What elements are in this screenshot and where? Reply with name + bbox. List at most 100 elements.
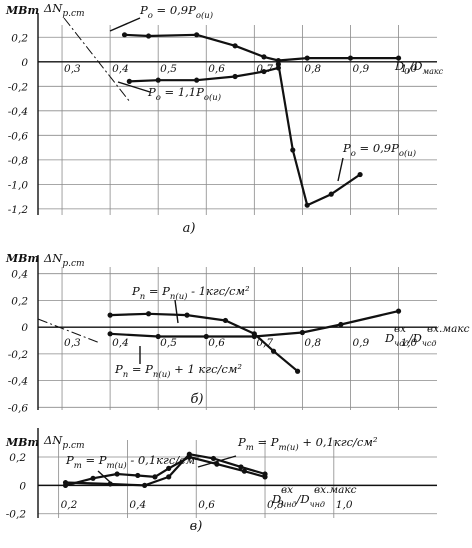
data-point bbox=[304, 202, 310, 208]
panel-caption: б) bbox=[190, 392, 203, 407]
data-point bbox=[107, 481, 113, 487]
x-axis-label: D0/Dмакс bbox=[394, 59, 444, 76]
y-tick-label: -0,2 bbox=[8, 81, 29, 93]
y-tick-label: 0 bbox=[21, 322, 28, 334]
series-line-2 bbox=[65, 453, 266, 487]
x-tick-label: 0,9 bbox=[352, 63, 369, 75]
series-annotation-1: Pп = Pп(и) - 1кгс/см² bbox=[131, 284, 250, 302]
data-point bbox=[270, 348, 277, 354]
data-point bbox=[304, 55, 310, 61]
annotation-leader-line bbox=[197, 455, 237, 468]
data-point bbox=[166, 474, 172, 480]
x-tick-label: 1,0 bbox=[336, 499, 353, 511]
data-point bbox=[194, 32, 200, 38]
data-point bbox=[152, 474, 158, 480]
annotation-leader-line bbox=[109, 17, 141, 32]
data-point bbox=[203, 333, 209, 340]
data-point bbox=[90, 475, 96, 481]
x-tick-label: 1,0 bbox=[401, 63, 418, 75]
x-tick-label: 0,9 bbox=[352, 337, 369, 349]
y-tick-label: -0,8 bbox=[8, 155, 29, 167]
chart-panel-2: 0,40,20-0,2-0,4-0,60,3 0,4 0,5 0,6 0,7 0,8 0,9… bbox=[5, 251, 470, 414]
data-point bbox=[107, 331, 113, 337]
data-point bbox=[210, 455, 217, 462]
y-tick-label: 0,2 bbox=[9, 452, 26, 464]
data-point bbox=[62, 479, 69, 486]
x-tick-label: 0,6 bbox=[198, 499, 215, 511]
annotation-leader-line bbox=[97, 470, 111, 483]
data-point bbox=[145, 311, 152, 317]
data-point bbox=[184, 312, 190, 318]
chart-panel-1: 0,2 0 -0,2 -0,4 -0,6 -0,8 -1,0 -1,2 0,3 0,4 0,5 0,6… bbox=[5, 1, 444, 236]
y-tick-label: -0,6 bbox=[8, 402, 29, 414]
data-point bbox=[299, 329, 305, 336]
x-tick-label: 0,3 bbox=[64, 63, 81, 75]
data-point bbox=[275, 57, 281, 64]
data-point bbox=[294, 368, 301, 374]
x-axis-label: Dчсд/Dчсд bbox=[384, 331, 436, 348]
data-point bbox=[241, 468, 247, 474]
x-tick-label: 0,8 bbox=[267, 499, 284, 511]
x-axis-label: Dчнд/Dчнд bbox=[271, 492, 325, 509]
x-axis-label-sup: вх bbox=[281, 484, 293, 496]
data-point bbox=[261, 54, 267, 60]
series-annotation-3: Po = 0,9Po(и) bbox=[342, 141, 416, 159]
x-axis-label-sup: вх bbox=[394, 323, 406, 335]
x-axis-label-tail-sup: вх.макс bbox=[427, 323, 470, 335]
y-tick-label: 0,2 bbox=[11, 32, 28, 44]
y-unit-label: МВт bbox=[5, 4, 39, 17]
x-tick-label: 0,8 bbox=[304, 337, 321, 349]
x-tick-label: 0,6 bbox=[208, 337, 225, 349]
panel-caption: a) bbox=[183, 221, 196, 236]
x-tick-label: 0,2 bbox=[61, 499, 78, 511]
data-point bbox=[338, 321, 344, 328]
data-point bbox=[186, 451, 192, 457]
y-tick-label: 0,2 bbox=[11, 295, 28, 307]
data-point bbox=[166, 465, 172, 471]
annotation-leader-line bbox=[337, 157, 344, 182]
data-point bbox=[275, 61, 281, 67]
data-point bbox=[142, 482, 148, 488]
y-tick-label: -0,2 bbox=[6, 509, 27, 521]
y-tick-label: -0,6 bbox=[8, 130, 29, 142]
data-point bbox=[395, 308, 402, 314]
data-point bbox=[155, 333, 161, 340]
chart-panel-3: 0,2 0 -0,2 0,2 0,4 0,6 0,8 1,0 МВт ΔNр.ст Dчнд/Dчн… bbox=[5, 428, 437, 534]
data-point bbox=[114, 471, 120, 477]
data-point bbox=[121, 32, 128, 38]
data-point bbox=[347, 55, 354, 61]
annotation-leader-line bbox=[117, 81, 151, 93]
y-tick-label: -0,2 bbox=[8, 349, 29, 361]
data-point bbox=[214, 461, 220, 467]
y-tick-label: 0 bbox=[21, 57, 28, 69]
data-point bbox=[290, 147, 296, 153]
guide-dashdot-line bbox=[63, 17, 131, 103]
series-annotation-2: Pт = Pт(и) + 0,1кгс/см² bbox=[237, 435, 378, 453]
data-point bbox=[145, 33, 152, 39]
y-tick-label: -1,2 bbox=[8, 204, 29, 216]
x-tick-label: 0,5 bbox=[160, 337, 177, 349]
data-point bbox=[328, 191, 334, 197]
data-point bbox=[251, 333, 257, 340]
guide-dashdot-line bbox=[37, 318, 101, 344]
data-point bbox=[238, 464, 244, 470]
y-tick-label: 0,4 bbox=[11, 269, 28, 281]
x-tick-label: 0,4 bbox=[112, 63, 129, 75]
series-annotation-1: Po = 0,9Po(и) bbox=[139, 3, 213, 21]
series-annotation-2: Po = 1,1Po(и) bbox=[147, 85, 221, 103]
data-point bbox=[107, 312, 113, 318]
data-point bbox=[232, 73, 238, 80]
y-tick-label: -0,4 bbox=[8, 376, 28, 388]
x-tick-label: 0,5 bbox=[160, 63, 177, 75]
x-tick-label: 1,0 bbox=[401, 337, 418, 349]
data-point bbox=[135, 472, 141, 479]
y-unit-label: МВт bbox=[5, 436, 39, 449]
y-axis-label: ΔNр.ст bbox=[43, 251, 85, 269]
x-tick-label: 0,3 bbox=[64, 337, 81, 349]
series-annotation-1: Pт = Pт(и) - 0,1кгс/см² bbox=[65, 453, 200, 471]
data-point bbox=[194, 77, 200, 83]
y-tick-label: 0 bbox=[19, 480, 26, 492]
x-tick-label: 0,4 bbox=[112, 337, 129, 349]
annotation-leader-line bbox=[174, 299, 179, 324]
